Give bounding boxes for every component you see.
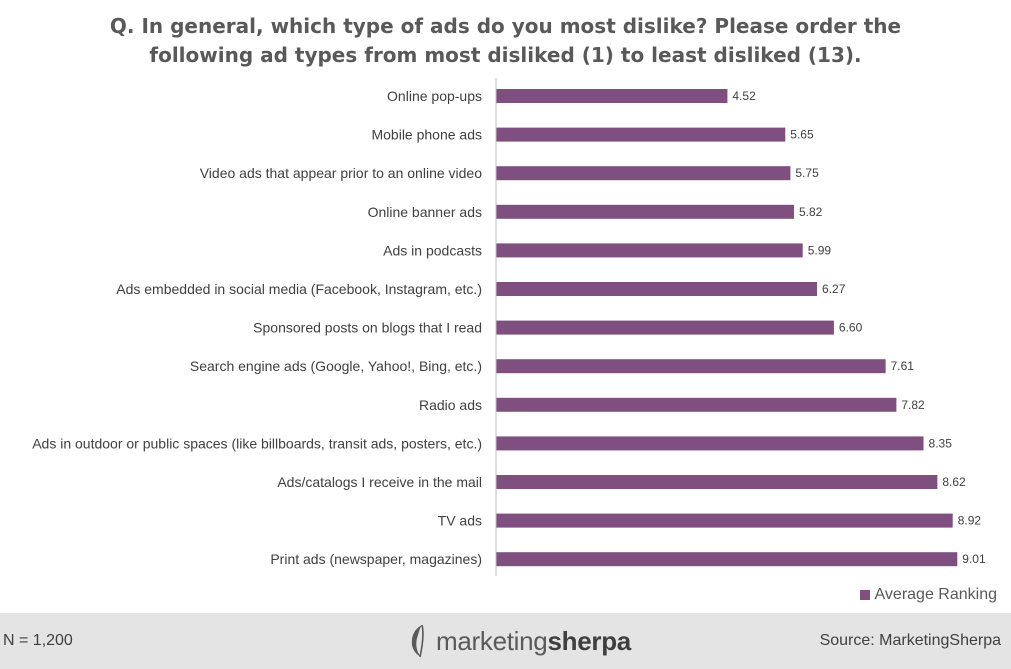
bar: [496, 320, 834, 335]
data-label: 5.82: [799, 205, 823, 219]
category-label: Ads in outdoor or public spaces (like bi…: [32, 435, 482, 451]
bar: [496, 513, 953, 528]
quill-logo-icon: [411, 624, 424, 658]
bar: [496, 359, 886, 374]
category-label: Online banner ads: [368, 204, 482, 220]
source-note: Source: MarketingSherpa: [819, 632, 1001, 649]
category-label: Ads embedded in social media (Facebook, …: [116, 281, 482, 297]
category-label: Video ads that appear prior to an online…: [200, 165, 482, 181]
data-label: 8.92: [958, 514, 982, 528]
bar: [496, 436, 924, 451]
category-label: Search engine ads (Google, Yahoo!, Bing,…: [190, 358, 482, 374]
data-label: 6.60: [839, 321, 863, 335]
bar: [496, 552, 958, 567]
category-label: Sponsored posts on blogs that I read: [253, 320, 482, 336]
category-label: Mobile phone ads: [371, 127, 482, 143]
data-label: 5.99: [808, 243, 832, 257]
chart-legend: Average Ranking: [859, 586, 997, 604]
chart-title-line-2: following ad types from most disliked (1…: [149, 43, 862, 67]
data-label: 7.82: [901, 398, 925, 412]
data-label: 6.27: [822, 282, 846, 296]
category-label: Radio ads: [419, 397, 482, 413]
bar: [496, 397, 897, 412]
legend-label: Average Ranking: [874, 586, 997, 603]
data-label: 8.62: [942, 475, 966, 489]
logo-wordmark: marketingsherpa: [436, 626, 631, 657]
logo-wordmark-bold: sherpa: [547, 625, 631, 656]
data-label: 5.65: [790, 128, 814, 142]
data-label: 5.75: [795, 166, 819, 180]
bar-chart: Online pop-ups 4.52 Mobile phone ads 5.65 Vi…: [32, 78, 986, 576]
category-label: Ads in podcasts: [383, 242, 482, 258]
data-label: 8.35: [929, 436, 953, 450]
bar: [496, 475, 938, 489]
bar: [496, 204, 794, 219]
category-label: TV ads: [438, 513, 482, 529]
chart-title-line-1: Q. In general, which type of ads do you …: [109, 14, 902, 38]
data-label: 9.01: [962, 552, 986, 566]
bar: [496, 127, 786, 142]
bar: [496, 166, 791, 181]
category-label: Online pop-ups: [387, 88, 482, 104]
chart-title: Q. In general, which type of ads do you …: [0, 12, 1011, 70]
bar: [496, 243, 803, 258]
bar: [496, 282, 818, 296]
data-label: 4.52: [732, 89, 756, 103]
bar: [496, 89, 728, 103]
data-label: 7.61: [891, 359, 915, 373]
logo-wordmark-regular: marketing: [436, 625, 548, 656]
category-label: Print ads (newspaper, magazines): [270, 551, 482, 567]
marketingsherpa-logo: marketingsherpa: [408, 623, 631, 659]
legend-swatch: [859, 590, 870, 600]
category-label: Ads/catalogs I receive in the mail: [277, 474, 482, 490]
footer-bar: N = 1,200 marketingsherpa Source: Market…: [0, 613, 1011, 669]
sample-size: N = 1,200: [3, 632, 73, 649]
